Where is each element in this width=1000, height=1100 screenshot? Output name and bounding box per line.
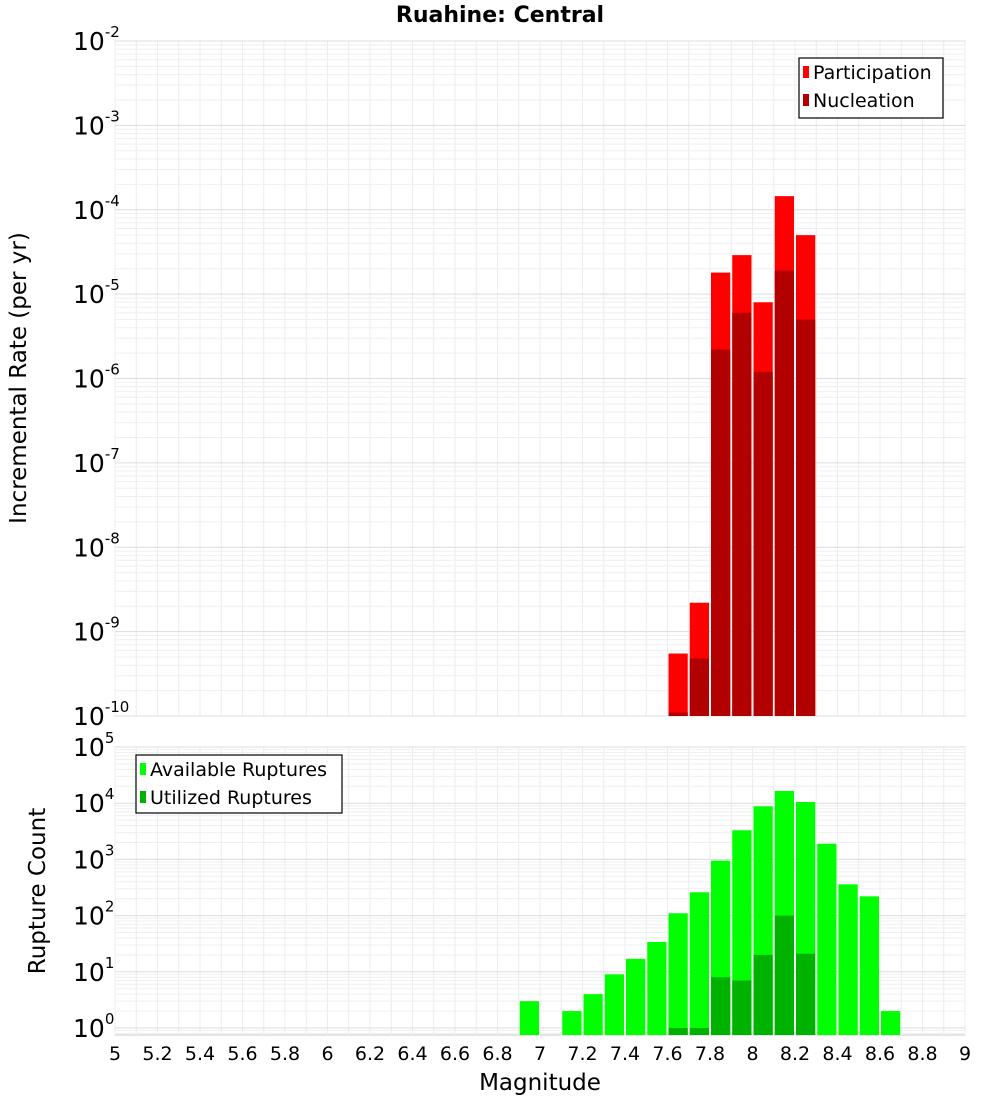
- legend-label-nucleation: Nucleation: [813, 90, 915, 112]
- y-tick-label: 10-5: [73, 276, 120, 309]
- x-tick-label: 7.4: [610, 1043, 640, 1065]
- y-tick-label: 10-9: [73, 614, 120, 647]
- top-bars: [668, 196, 816, 716]
- y-tick-label: 102: [73, 898, 114, 931]
- bar-available-ruptures: [647, 941, 667, 1035]
- x-tick-label: 5.2: [142, 1043, 172, 1065]
- top-legend: Participation Nucleation: [798, 57, 944, 119]
- bottom-y-tick-labels: 100 101 102 103 104 105: [73, 729, 114, 1043]
- bar-available-ruptures: [583, 994, 603, 1035]
- x-tick-labels: 5 5.2 5.4 5.6 5.8 6 6.2 6.4 6.6 6.8 7 7.2 7.4 7.6 7.8 8…: [109, 1043, 971, 1065]
- y-tick-label: 100: [73, 1010, 114, 1043]
- top-grid: [114, 40, 966, 717]
- bar-utilized-ruptures: [732, 980, 752, 1035]
- y-tick-label: 10-10: [73, 698, 129, 731]
- bar-nucleation: [732, 312, 752, 716]
- bar-nucleation: [711, 349, 731, 716]
- bar-utilized-ruptures: [711, 977, 731, 1035]
- chart-title: Ruahine: Central: [396, 3, 604, 28]
- x-tick-label: 5.8: [270, 1043, 300, 1065]
- y-tick-label: 101: [73, 954, 114, 987]
- bar-utilized-ruptures: [689, 1027, 709, 1035]
- bar-available-ruptures: [881, 1011, 901, 1035]
- legend-label-utilized: Utilized Ruptures: [150, 787, 312, 809]
- x-axis-label: Magnitude: [479, 1070, 601, 1096]
- x-tick-label: 7.6: [652, 1043, 682, 1065]
- y-tick-label: 10-6: [73, 361, 120, 394]
- y-tick-label: 103: [73, 841, 114, 874]
- x-tick-label: 6: [321, 1043, 333, 1065]
- bar-available-ruptures: [562, 1011, 582, 1035]
- legend-label-participation: Participation: [813, 62, 932, 84]
- x-tick-label: 9: [959, 1043, 971, 1065]
- y-tick-label: 10-3: [73, 107, 120, 140]
- top-y-tick-labels: 10-10 10-9 10-8 10-7 10-6 10-5 10-4 10-3 10-2: [73, 23, 129, 731]
- x-tick-label: 7.2: [567, 1043, 597, 1065]
- x-tick-label: 6.6: [440, 1043, 470, 1065]
- y-tick-label: 104: [73, 785, 114, 818]
- bar-available-ruptures: [668, 913, 688, 1035]
- bar-available-ruptures: [838, 884, 858, 1035]
- legend-label-available: Available Ruptures: [150, 759, 327, 781]
- rupture-count-panel: 100 101 102 103 104 105 5 5.2 5.4 5.6 5.8 6 6.2 6.4 6…: [25, 729, 971, 1096]
- x-tick-label: 6.2: [355, 1043, 385, 1065]
- legend-swatch-participation: [803, 66, 809, 78]
- bar-utilized-ruptures: [753, 954, 773, 1035]
- y-tick-label: 10-4: [73, 192, 120, 225]
- x-tick-label: 7: [534, 1043, 546, 1065]
- bar-nucleation: [796, 319, 816, 716]
- bar-nucleation: [668, 712, 688, 716]
- bar-utilized-ruptures: [774, 915, 794, 1035]
- bar-nucleation: [753, 371, 773, 716]
- x-tick-label: 5: [109, 1043, 121, 1065]
- y-tick-label: 10-2: [73, 23, 120, 56]
- bottom-bars: [519, 790, 901, 1035]
- bar-utilized-ruptures: [668, 1027, 688, 1035]
- x-tick-label: 5.4: [185, 1043, 215, 1065]
- legend-swatch-utilized: [140, 791, 146, 803]
- bar-participation: [668, 653, 688, 716]
- top-legend-box: [798, 57, 944, 119]
- top-y-axis-label: Incremental Rate (per yr): [6, 232, 32, 524]
- x-tick-label: 8.8: [907, 1043, 937, 1065]
- bar-available-ruptures: [604, 974, 624, 1035]
- x-tick-label: 8: [746, 1043, 758, 1065]
- x-tick-label: 8.2: [780, 1043, 810, 1065]
- legend-swatch-nucleation: [803, 94, 809, 106]
- bar-available-ruptures: [519, 1001, 539, 1035]
- bottom-y-axis-label: Rupture Count: [25, 808, 51, 974]
- bottom-legend: Available Ruptures Utilized Ruptures: [135, 754, 343, 814]
- bar-available-ruptures: [626, 958, 646, 1035]
- bar-available-ruptures: [859, 896, 879, 1035]
- x-tick-label: 8.4: [822, 1043, 852, 1065]
- x-tick-label: 7.8: [695, 1043, 725, 1065]
- bar-available-ruptures: [689, 892, 709, 1035]
- y-tick-label: 10-7: [73, 445, 120, 478]
- y-tick-label: 10-8: [73, 529, 120, 562]
- bar-available-ruptures: [817, 843, 837, 1035]
- bar-utilized-ruptures: [796, 953, 816, 1035]
- bar-nucleation: [689, 658, 709, 716]
- y-tick-label: 105: [73, 729, 114, 762]
- x-tick-label: 5.6: [227, 1043, 257, 1065]
- legend-swatch-available: [140, 763, 146, 775]
- x-tick-label: 8.6: [865, 1043, 895, 1065]
- bottom-legend-box: [135, 754, 343, 814]
- x-tick-label: 6.4: [397, 1043, 427, 1065]
- x-tick-label: 6.8: [482, 1043, 512, 1065]
- bar-nucleation: [774, 270, 794, 716]
- participation-panel: 10-10 10-9 10-8 10-7 10-6 10-5 10-4 10-3 10-2 In…: [6, 23, 966, 731]
